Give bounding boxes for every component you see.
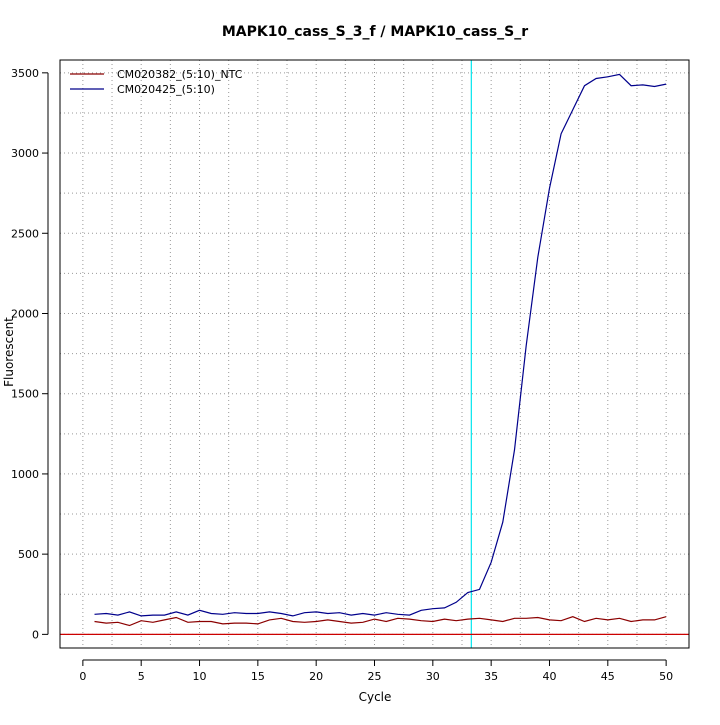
x-tick-label: 20 (309, 670, 323, 683)
legend-label-2: CM020425_(5:10) (117, 83, 215, 96)
axes: 0 5 10 15 20 25 30 35 40 45 5005001000150020002500… (11, 67, 673, 683)
y-tick-label: 1000 (11, 468, 39, 481)
y-tick-label: 3500 (11, 67, 39, 80)
y-tick-label: 0 (32, 628, 39, 641)
series-line-1 (94, 616, 667, 627)
legend: CM020382_(5:10)_NTC CM020425_(5:10) (70, 68, 243, 96)
x-tick-label: 40 (542, 670, 556, 683)
x-tick-label: 0 (79, 670, 86, 683)
y-tick-label: 500 (18, 548, 39, 561)
x-tick-label: 5 (138, 670, 145, 683)
x-axis-label: Cycle (359, 690, 392, 704)
y-tick-label: 2000 (11, 307, 39, 320)
y-tick-label: 3000 (11, 147, 39, 160)
chart-title: MAPK10_cass_S_3_f / MAPK10_cass_S_r (222, 24, 528, 40)
y-tick-label: 2500 (11, 227, 39, 240)
x-tick-label: 45 (601, 670, 615, 683)
x-tick-label: 25 (368, 670, 382, 683)
y-tick-label: 1500 (11, 388, 39, 401)
grid (60, 60, 689, 648)
x-tick-label: 35 (484, 670, 498, 683)
x-tick-label: 10 (193, 670, 207, 683)
series-line-2 (94, 73, 667, 617)
x-tick-label: 15 (251, 670, 265, 683)
x-tick-label: 30 (426, 670, 440, 683)
plot-frame (59, 59, 690, 649)
legend-label-1: CM020382_(5:10)_NTC (117, 68, 243, 81)
reference-lines (60, 60, 689, 648)
series-lines (94, 73, 667, 627)
x-tick-label: 50 (659, 670, 673, 683)
y-axis-label: Fluorescent (2, 317, 16, 387)
